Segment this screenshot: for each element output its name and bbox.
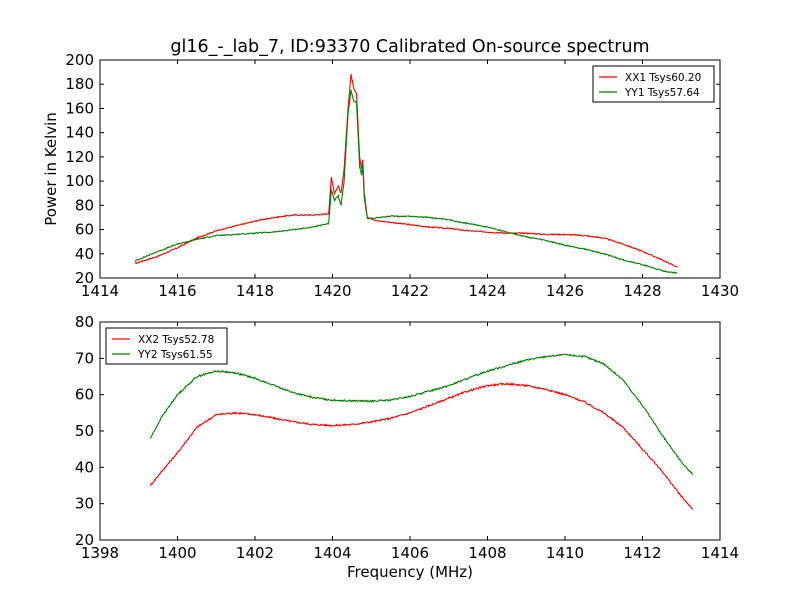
legend-label-2: YY2 Tsys61.55 (137, 349, 213, 361)
x-tick-label: 1424 (468, 282, 506, 300)
y-tick-label: 180 (65, 75, 94, 93)
y-tick-label: 60 (75, 386, 94, 404)
series-line-1 (134, 74, 678, 268)
x-tick-label: 1404 (313, 544, 351, 562)
x-tick-label: 1428 (623, 282, 661, 300)
legend-label-1: XX2 Tsys52.78 (138, 334, 214, 346)
y-tick-label: 120 (65, 148, 94, 166)
x-tick-label: 1426 (546, 282, 584, 300)
y-tick-label: 40 (75, 245, 94, 263)
x-tick-label: 1410 (546, 544, 584, 562)
series-line-2 (149, 353, 694, 476)
y-tick-label: 70 (75, 349, 94, 367)
series-line-2 (134, 89, 678, 275)
y-tick-label: 80 (75, 196, 94, 214)
y-tick-label: 20 (75, 531, 94, 549)
x-tick-label: 1408 (468, 544, 506, 562)
legend-label-1: XX1 Tsys60.20 (625, 72, 701, 84)
x-tick-label: 1400 (158, 544, 196, 562)
x-tick-label: 1416 (158, 282, 196, 300)
y-tick-label: 160 (65, 99, 94, 117)
y-tick-label: 50 (75, 422, 94, 440)
legend-label-2: YY1 Tsys57.64 (624, 87, 700, 99)
chart-panel-2: 1398 1400 1402 1404 1406 1408 1410 1412 1414 20 30… (75, 313, 739, 581)
chart-title: gl16_-_lab_7, ID:93370 Calibrated On-sou… (170, 37, 649, 57)
x-tick-label: 1420 (313, 282, 351, 300)
x-tick-label: 1398 (81, 544, 119, 562)
x-tick-label: 1402 (236, 544, 274, 562)
y-tick-label: 60 (75, 221, 94, 239)
y-tick-label: 100 (65, 172, 94, 190)
chart-panel-1: 1414 1416 1418 1420 1422 1424 1426 1428 1430 20 40… (42, 37, 739, 300)
y-tick-label: 140 (65, 124, 94, 142)
legend: XX2 Tsys52.78 YY2 Tsys61.55 (105, 327, 228, 365)
x-tick-label: 1418 (236, 282, 274, 300)
y-tick-label: 40 (75, 458, 94, 476)
y-tick-label: 200 (65, 51, 94, 69)
x-axis-label: Frequency (MHz) (347, 563, 473, 581)
y-axis-label: Power in Kelvin (42, 112, 60, 226)
y-tick-label: 20 (75, 269, 94, 287)
x-tick-label: 1412 (623, 544, 661, 562)
x-tick-label: 1430 (701, 282, 739, 300)
legend: XX1 Tsys60.20 YY1 Tsys57.64 (592, 65, 715, 103)
x-tick-label: 1414 (81, 282, 119, 300)
legend-box (592, 65, 715, 103)
y-tick-label: 30 (75, 495, 94, 513)
y-tick-label: 80 (75, 313, 94, 331)
legend-box (105, 327, 228, 365)
x-tick-label: 1422 (391, 282, 429, 300)
x-tick-label: 1406 (391, 544, 429, 562)
x-tick-label: 1414 (701, 544, 739, 562)
series-line-1 (149, 382, 694, 510)
